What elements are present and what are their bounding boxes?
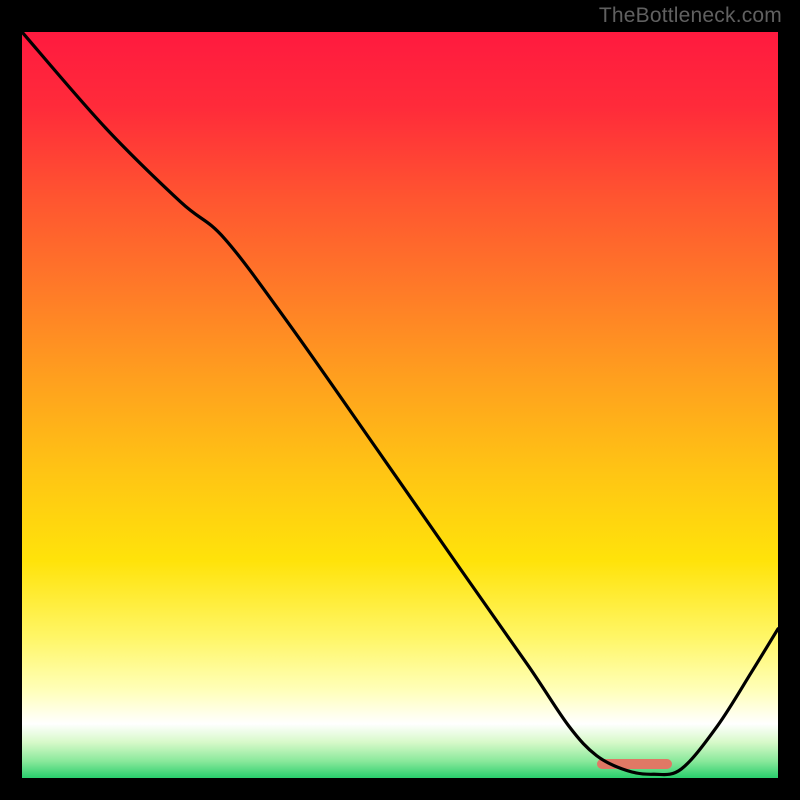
plot-area bbox=[22, 32, 778, 778]
bottleneck-curve bbox=[22, 32, 778, 778]
watermark-text: TheBottleneck.com bbox=[599, 4, 782, 28]
